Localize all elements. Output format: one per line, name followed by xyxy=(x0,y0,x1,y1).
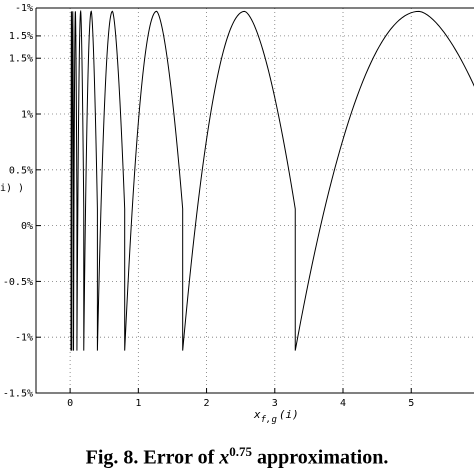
y-tick-label: -1.5% xyxy=(3,389,33,400)
x-tick-label: 1 xyxy=(135,398,141,409)
y-tick-label: 1.5% xyxy=(9,31,33,42)
x-tick-label: 0 xyxy=(67,398,73,409)
x-tick-label: 4 xyxy=(340,398,346,409)
caption-prefix: Fig. 8. Error of xyxy=(85,446,220,469)
y-tick-label: 0.5% xyxy=(9,165,33,176)
x-axis-label: xf,g (i) xyxy=(253,408,299,425)
y-tick-label: -0.5% xyxy=(3,277,33,288)
y-axis-label: i) ) xyxy=(0,183,24,194)
y-tick-label: 1% xyxy=(21,110,33,121)
y-tick-label: 1.5% xyxy=(9,54,33,65)
caption-exponent: 0.75 xyxy=(229,444,253,459)
y-tick-label: -1% xyxy=(15,3,33,14)
x-tick-label: 2 xyxy=(204,398,210,409)
x-tick-label: 3 xyxy=(272,398,278,409)
x-tick-label: 5 xyxy=(408,398,414,409)
x-axis-label-symbol: x xyxy=(253,408,261,421)
series-line xyxy=(70,9,474,351)
figure-caption: Fig. 8. Error of x0.75 approximation. xyxy=(0,444,474,470)
chart-grid xyxy=(36,8,474,394)
y-tick-label: -1% xyxy=(15,333,33,344)
caption-base: x xyxy=(219,446,230,469)
x-axis-label-argument: (i) xyxy=(279,408,299,421)
chart-ticks: 1.5% 1% 0.5% 0% -0.5% -1% -1.5% -1% 1.5% 0 1 2 3 4 5 xyxy=(3,3,414,409)
caption-suffix: approximation. xyxy=(252,446,389,469)
chart-series xyxy=(70,9,474,351)
x-axis-label-subscript: f,g xyxy=(261,415,278,425)
y-tick-label: 0% xyxy=(21,221,33,232)
